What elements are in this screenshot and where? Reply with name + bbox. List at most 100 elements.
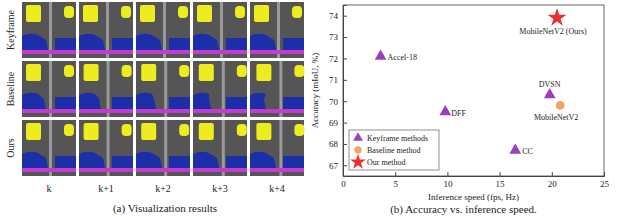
axis-line <box>344 172 605 177</box>
tick: 74 <box>329 11 347 21</box>
tick-label: 68 <box>329 139 339 149</box>
ground-region <box>79 168 133 172</box>
segmentation-image <box>22 2 76 58</box>
figure: KeyframeBaselineOurskk+1k+2k+3k+4(a) Vis… <box>0 0 640 217</box>
ground-region <box>136 109 190 113</box>
tick-mark <box>447 172 448 176</box>
tick: 72 <box>329 54 347 64</box>
vehicle-region <box>193 152 219 168</box>
row-label: Baseline <box>5 71 16 106</box>
tick: 68 <box>329 139 347 149</box>
y-axis: 6768697071727374 <box>329 6 347 177</box>
segmentation-image <box>136 2 190 58</box>
vehicle-region <box>250 93 266 109</box>
background <box>136 120 190 176</box>
tick-label: 10 <box>443 179 453 189</box>
x-axis-title: Inference speed (fps, Hz) <box>428 192 519 202</box>
tick-mark <box>343 58 347 59</box>
tick: 25 <box>600 172 610 189</box>
sign-region <box>178 6 188 18</box>
tick: 69 <box>329 118 347 128</box>
segmentation-image <box>250 120 304 176</box>
tick-mark <box>343 165 347 166</box>
point <box>548 8 567 26</box>
pole-region <box>49 2 52 58</box>
column-label: k+4 <box>269 183 285 194</box>
pole-region <box>279 120 282 176</box>
tick: 73 <box>329 32 347 42</box>
ground-region <box>22 109 76 113</box>
background <box>250 120 304 176</box>
vehicle-region <box>55 156 76 168</box>
segmentation-image <box>136 61 190 117</box>
vehicle-region <box>250 34 276 50</box>
sign-region <box>256 64 271 81</box>
row-label: Keyframe <box>5 9 16 50</box>
ground-region <box>250 168 304 172</box>
pole-region <box>107 61 110 117</box>
sign-region <box>84 123 99 140</box>
vehicle-region <box>250 152 276 168</box>
vehicle-region <box>112 97 133 109</box>
background <box>193 61 247 117</box>
sign-region <box>141 64 156 81</box>
point-label: MobileNetV2 (Ours) <box>519 27 587 36</box>
background <box>79 2 133 58</box>
vehicle-region <box>112 156 133 168</box>
pole-region <box>164 120 167 176</box>
pole-region <box>222 120 225 176</box>
sign-region <box>121 6 131 18</box>
point <box>556 101 565 110</box>
segmentation-image <box>22 120 76 176</box>
segmentation-image <box>193 120 247 176</box>
segmentation-image <box>193 61 247 117</box>
segmentation-image <box>193 2 247 58</box>
pole-region <box>106 2 109 58</box>
row-label: Ours <box>5 138 16 158</box>
vehicle-region <box>136 152 162 168</box>
legend-label: Our method <box>367 158 405 167</box>
vehicle-region <box>55 38 76 50</box>
segmentation-image <box>250 61 304 117</box>
tick-mark <box>343 37 347 38</box>
legend-symbol <box>350 154 366 169</box>
sign-region <box>26 123 41 140</box>
point-label: Accel-18 <box>388 53 417 62</box>
x-axis: 0 5 10 15 20 25 <box>341 172 609 189</box>
tick-label: 0 <box>341 179 346 189</box>
sign-region <box>197 5 212 22</box>
sign-region <box>140 5 155 22</box>
y-axis-title: Accuracy (mIoU, %) <box>310 53 320 129</box>
pole-region <box>164 61 167 117</box>
point <box>375 50 387 60</box>
point-label: MobileNetV2 <box>534 113 578 122</box>
sign-region <box>179 65 189 77</box>
sign-region <box>199 123 214 140</box>
vehicle-region <box>112 38 133 50</box>
sign-region <box>294 65 304 77</box>
tick-mark <box>395 172 396 176</box>
vehicle-region <box>79 152 105 168</box>
tick-label: 15 <box>496 179 506 189</box>
tick-mark <box>552 172 553 176</box>
tick-label: 71 <box>329 75 338 85</box>
legend-symbol <box>353 132 363 141</box>
tick-mark <box>604 172 605 176</box>
column-label: k <box>47 183 52 194</box>
pole-region <box>279 61 282 117</box>
pole-region <box>49 61 52 117</box>
panel-b: 05101520256768697071727374Inference spee… <box>310 5 610 216</box>
ground-region <box>193 168 247 172</box>
legend-label: Keyframe methods <box>367 134 428 143</box>
sign-region <box>83 5 98 22</box>
tick-label: 74 <box>329 11 339 21</box>
sign-region <box>199 64 214 81</box>
pole-region <box>222 61 225 117</box>
segmentation-image <box>250 2 304 58</box>
tick: 5 <box>393 172 398 189</box>
background <box>250 61 304 117</box>
sign-region <box>64 6 74 18</box>
tick-label: 20 <box>548 179 558 189</box>
ground-region <box>22 168 76 172</box>
vehicle-region <box>136 93 156 109</box>
